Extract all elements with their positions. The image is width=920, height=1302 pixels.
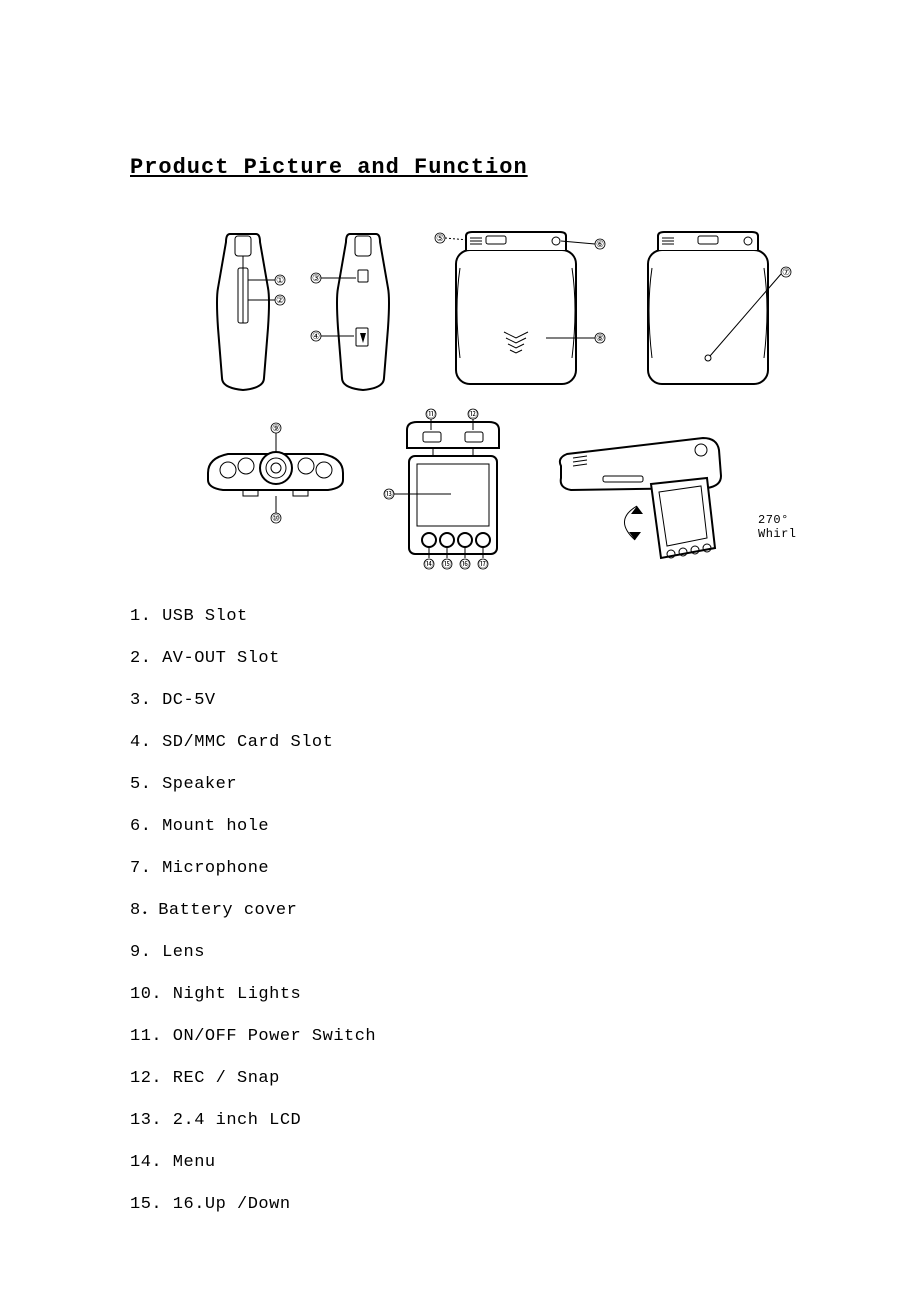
diagram-row-2: ⑨ ⑩ ⑪ ⑫ xyxy=(168,418,828,578)
callout-5: ⑤ xyxy=(436,234,444,244)
function-item: 15. 16.Up /Down xyxy=(130,1196,790,1213)
function-item: 3. DC-5V xyxy=(130,692,790,709)
function-item: 11. ON/OFF Power Switch xyxy=(130,1028,790,1045)
function-list: 1. USB Slot 2. AV-OUT Slot 3. DC-5V 4. SD/M… xyxy=(130,608,790,1213)
callout-9: ⑨ xyxy=(272,424,280,434)
view-perspective xyxy=(543,428,763,578)
whirl-label: 270° Whirl xyxy=(758,513,828,541)
view-front: ⑦ xyxy=(628,228,798,398)
view-side-left: ① ② xyxy=(198,228,288,398)
function-item: 4. SD/MMC Card Slot xyxy=(130,734,790,751)
page-title: Product Picture and Function xyxy=(130,155,790,180)
callout-2: ② xyxy=(276,296,284,306)
callout-17: ⑰ xyxy=(478,559,487,570)
function-item: 7. Microphone xyxy=(130,860,790,877)
callout-7: ⑦ xyxy=(782,268,790,278)
view-back: ⑤ ⑥ ⑧ xyxy=(426,228,616,398)
function-item: 6. Mount hole xyxy=(130,818,790,835)
callout-13: ⑬ xyxy=(384,489,393,500)
callout-1: ① xyxy=(276,276,284,286)
function-item: 9. Lens xyxy=(130,944,790,961)
callout-11: ⑪ xyxy=(426,409,435,420)
view-screen: ⑪ ⑫ ⑬ ⑭ ⑮ ⑯ ⑰ xyxy=(373,408,533,583)
callout-12: ⑫ xyxy=(468,409,477,420)
function-item: 5. Speaker xyxy=(130,776,790,793)
callout-3: ③ xyxy=(312,274,320,284)
function-item: 1. USB Slot xyxy=(130,608,790,625)
manual-page: Product Picture and Function ① ② xyxy=(0,0,920,1302)
view-top: ⑨ ⑩ xyxy=(188,418,363,538)
callout-15: ⑮ xyxy=(442,559,451,570)
function-item: 12. REC / Snap xyxy=(130,1070,790,1087)
callout-10: ⑩ xyxy=(272,514,280,524)
callout-16: ⑯ xyxy=(460,559,469,570)
function-item: 13. 2.4 inch LCD xyxy=(130,1112,790,1129)
product-diagram: ① ② ③ ④ xyxy=(168,228,828,578)
function-item: 8．Battery cover xyxy=(130,902,790,919)
function-item: 10. Night Lights xyxy=(130,986,790,1003)
diagram-row-1: ① ② ③ ④ xyxy=(168,228,828,398)
callout-8: ⑧ xyxy=(596,334,604,344)
function-item: 14. Menu xyxy=(130,1154,790,1171)
callout-6: ⑥ xyxy=(596,240,604,250)
function-item: 2. AV-OUT Slot xyxy=(130,650,790,667)
callout-14: ⑭ xyxy=(424,559,433,570)
callout-4: ④ xyxy=(312,332,320,342)
view-side-right: ③ ④ xyxy=(308,228,408,398)
